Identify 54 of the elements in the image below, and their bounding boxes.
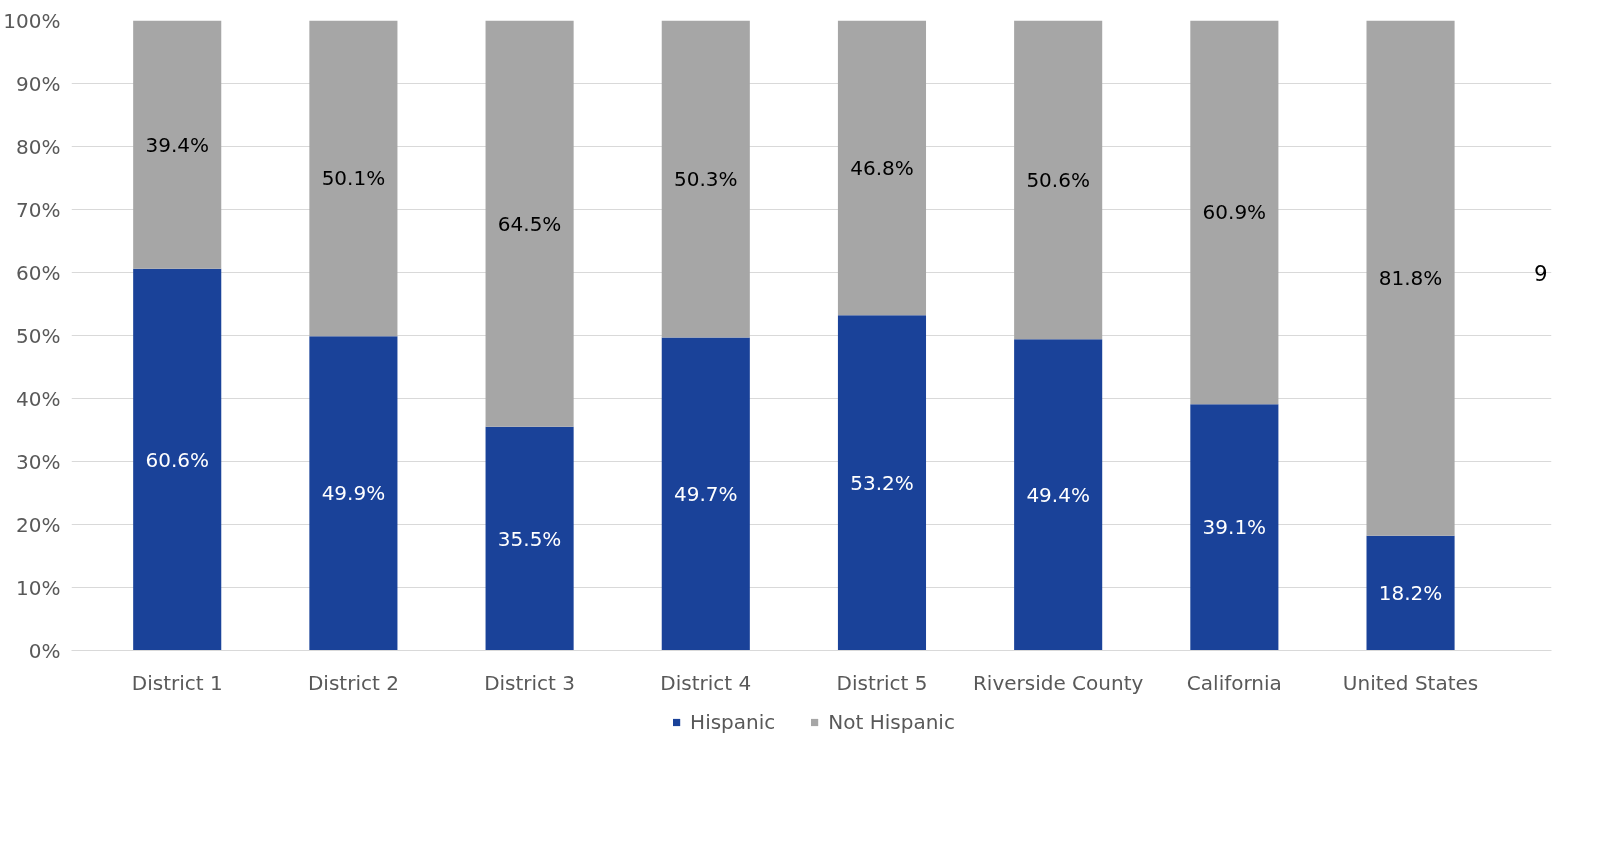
y-tick-label: 50% xyxy=(16,323,61,348)
x-tick-label: District 4 xyxy=(660,670,752,695)
y-tick-label: 70% xyxy=(16,197,61,222)
bar xyxy=(1190,20,1279,405)
y-tick-label: 0% xyxy=(28,638,61,663)
bar xyxy=(661,20,750,338)
data-label: 49.7% xyxy=(674,481,738,506)
x-tick-label: United States xyxy=(1342,670,1479,695)
bar xyxy=(1014,20,1103,340)
x-tick-label: District 2 xyxy=(307,670,399,695)
y-tick-label: 100% xyxy=(3,8,61,33)
data-label: 18.2% xyxy=(1378,581,1443,606)
y-tick-label: 80% xyxy=(16,134,61,159)
data-label: 60.6% xyxy=(145,447,209,472)
bar xyxy=(485,426,574,651)
bar xyxy=(1014,339,1103,651)
data-label: 60.9% xyxy=(1202,200,1267,225)
data-label: 49.9% xyxy=(321,481,386,506)
x-tick-label: District 5 xyxy=(836,670,928,695)
bar xyxy=(661,337,750,651)
bar xyxy=(837,315,927,651)
bar xyxy=(309,336,398,651)
bar xyxy=(837,20,927,316)
data-label: 50.3% xyxy=(674,166,738,191)
data-label: 81.8% xyxy=(1378,266,1443,291)
data-label: 46.8% xyxy=(850,155,914,180)
y-tick-label: 30% xyxy=(16,449,61,474)
data-label: 50.6% xyxy=(1026,167,1090,192)
bar xyxy=(485,20,574,427)
x-tick-label: California xyxy=(1186,670,1282,695)
bar xyxy=(1190,404,1279,651)
annotation: 9 xyxy=(1533,260,1548,286)
data-label: 39.1% xyxy=(1202,515,1267,540)
data-label: 64.5% xyxy=(497,211,562,236)
data-label: 35.5% xyxy=(497,526,562,551)
x-tick-label: Riverside County xyxy=(972,670,1144,695)
data-label: 39.4% xyxy=(145,132,209,157)
data-label: 49.4% xyxy=(1026,482,1090,507)
x-tick-label: District 1 xyxy=(131,670,223,695)
bar xyxy=(1366,20,1455,536)
y-tick-label: 40% xyxy=(16,386,61,411)
bar xyxy=(1366,535,1455,651)
legend-label: Hispanic xyxy=(690,710,776,734)
y-tick-label: 60% xyxy=(16,260,61,285)
y-tick-label: 20% xyxy=(16,512,61,537)
x-tick-label: District 3 xyxy=(484,670,576,695)
bar xyxy=(133,20,222,269)
y-tick-label: 90% xyxy=(16,71,61,96)
data-label: 53.2% xyxy=(850,470,914,495)
bar xyxy=(309,20,398,337)
y-tick-label: 10% xyxy=(16,575,61,600)
data-label: 50.1% xyxy=(321,166,386,191)
bar xyxy=(133,268,222,651)
legend-label: Not Hispanic xyxy=(828,710,955,734)
